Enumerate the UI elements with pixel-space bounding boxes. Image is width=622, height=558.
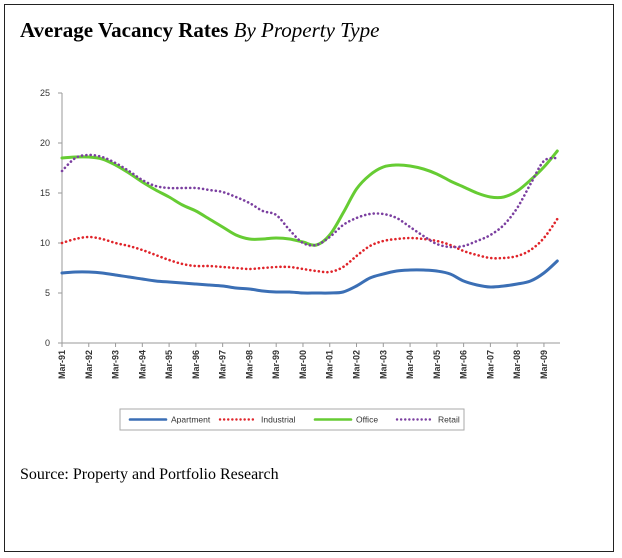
chart-axes: 0 5 10 15 20 25 Mar-91 Mar-92 Mar-93 Mar-94 Mar-95… bbox=[40, 88, 560, 379]
x-tick-label: Mar-97 bbox=[218, 350, 228, 379]
x-tick-label: Mar-09 bbox=[539, 350, 549, 379]
series-line-industrial bbox=[60, 217, 559, 274]
x-tick-label: Mar-05 bbox=[432, 350, 442, 379]
x-tick-label: Mar-95 bbox=[164, 350, 174, 379]
x-tick-label: Mar-92 bbox=[84, 350, 94, 379]
series-line-office bbox=[60, 149, 559, 247]
y-tick-label: 25 bbox=[40, 88, 50, 98]
x-tick-label: Mar-03 bbox=[378, 350, 388, 379]
chart-title: Average Vacancy Rates By Property Type bbox=[20, 18, 379, 43]
legend-box bbox=[119, 408, 465, 431]
chart-title-sub: By Property Type bbox=[233, 18, 380, 42]
chart-series bbox=[60, 149, 559, 295]
y-tick-label: 15 bbox=[40, 188, 50, 198]
x-tick-label: Mar-07 bbox=[485, 350, 495, 379]
chart-title-main: Average Vacancy Rates bbox=[20, 18, 229, 42]
legend-label-retail: Retail bbox=[438, 415, 460, 425]
legend-label-industrial: Industrial bbox=[261, 415, 296, 425]
y-tick-label: 10 bbox=[40, 238, 50, 248]
x-tick-label: Mar-96 bbox=[191, 350, 201, 379]
x-tick-label: Mar-01 bbox=[325, 350, 335, 379]
legend-label-apartment: Apartment bbox=[171, 415, 211, 425]
x-tick-label: Mar-08 bbox=[512, 350, 522, 379]
x-tick-label: Mar-98 bbox=[244, 350, 254, 379]
x-tick-label: Mar-91 bbox=[57, 350, 67, 379]
series-line-apartment bbox=[60, 259, 559, 295]
x-tick-label: Mar-04 bbox=[405, 350, 415, 379]
y-tick-label: 20 bbox=[40, 138, 50, 148]
x-tick-label: Mar-99 bbox=[271, 350, 281, 379]
figure-frame bbox=[4, 4, 614, 552]
series-line-retail bbox=[60, 153, 559, 249]
x-tick-label: Mar-93 bbox=[111, 350, 121, 379]
y-tick-label: 0 bbox=[45, 338, 50, 348]
chart-legend: Apartment Industrial Office Retail bbox=[119, 408, 465, 431]
x-tick-label: Mar-94 bbox=[137, 350, 147, 379]
source-note: Source: Property and Portfolio Research bbox=[20, 466, 279, 483]
legend-label-office: Office bbox=[356, 415, 378, 425]
x-tick-label: Mar-00 bbox=[298, 350, 308, 379]
x-tick-label: Mar-06 bbox=[459, 350, 469, 379]
y-tick-label: 5 bbox=[45, 288, 50, 298]
x-tick-label: Mar-02 bbox=[352, 350, 362, 379]
